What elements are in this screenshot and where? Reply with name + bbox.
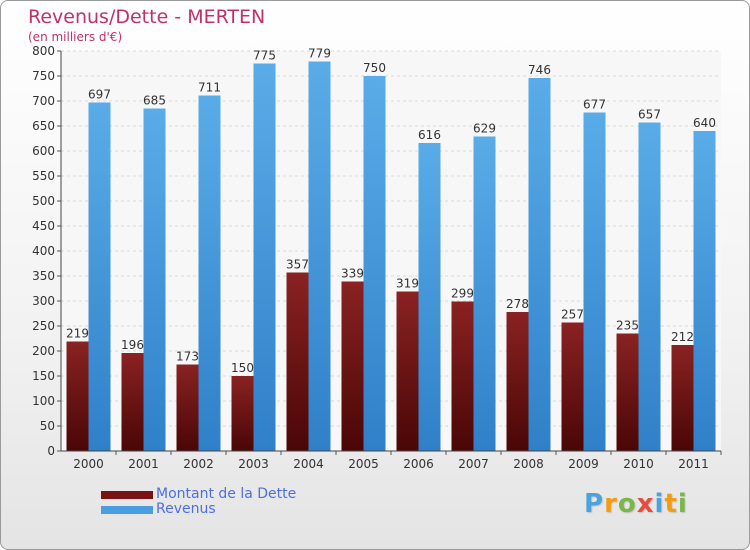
x-tick-label: 2001	[128, 457, 159, 471]
bar-debt	[176, 364, 199, 451]
legend-swatch-revenue	[101, 506, 153, 514]
bar-revenue	[363, 76, 386, 451]
logo-letter: i	[654, 489, 665, 519]
value-label-debt: 173	[176, 350, 199, 364]
y-tick-label: 600	[32, 144, 55, 158]
y-tick-label: 750	[32, 69, 55, 83]
bar-revenue	[583, 112, 606, 451]
value-label-debt: 357	[286, 258, 309, 272]
logo-letter: P	[584, 489, 605, 519]
y-tick-label: 800	[32, 44, 55, 58]
bar-debt	[616, 333, 639, 451]
value-label-debt: 257	[561, 308, 584, 322]
value-label-revenue: 640	[693, 116, 716, 130]
bar-debt	[396, 291, 419, 451]
y-tick-label: 450	[32, 219, 55, 233]
value-label-debt: 212	[671, 330, 694, 344]
y-tick-label: 300	[32, 294, 55, 308]
bar-debt	[286, 272, 309, 451]
value-label-debt: 278	[506, 297, 529, 311]
legend-swatch-debt	[101, 491, 153, 499]
bar-revenue	[308, 61, 331, 451]
value-label-revenue: 697	[88, 88, 111, 102]
value-label-revenue: 711	[198, 81, 221, 95]
value-label-revenue: 750	[363, 61, 386, 75]
x-tick-label: 2000	[73, 457, 104, 471]
chart-subtitle: (en milliers d'€)	[28, 30, 123, 44]
value-label-revenue: 616	[418, 128, 441, 142]
value-label-debt: 319	[396, 277, 419, 291]
y-tick-label: 550	[32, 169, 55, 183]
legend-label-revenue: Revenus	[156, 501, 216, 517]
x-tick-label: 2009	[568, 457, 599, 471]
bar-debt	[231, 376, 254, 451]
bar-revenue	[88, 102, 111, 451]
value-label-revenue: 746	[528, 63, 551, 77]
x-tick-label: 2005	[348, 457, 379, 471]
bar-revenue	[528, 78, 551, 451]
value-label-debt: 196	[121, 338, 144, 352]
bar-debt	[341, 281, 364, 451]
x-tick-label: 2011	[678, 457, 709, 471]
y-tick-label: 250	[32, 319, 55, 333]
y-tick-label: 50	[40, 419, 55, 433]
x-tick-label: 2006	[403, 457, 434, 471]
bar-debt	[506, 312, 529, 451]
x-tick-label: 2008	[513, 457, 544, 471]
value-label-revenue: 685	[143, 94, 166, 108]
bar-revenue	[253, 63, 276, 451]
bar-revenue	[143, 108, 166, 451]
x-tick-label: 2004	[293, 457, 324, 471]
y-tick-label: 200	[32, 344, 55, 358]
y-tick-label: 350	[32, 269, 55, 283]
y-tick-label: 700	[32, 94, 55, 108]
legend-label-debt: Montant de la Dette	[156, 486, 297, 502]
value-label-debt: 299	[451, 287, 474, 301]
y-tick-label: 100	[32, 394, 55, 408]
bar-revenue	[638, 122, 661, 451]
bar-revenue	[418, 143, 441, 451]
y-tick-label: 650	[32, 119, 55, 133]
logo-letter: x	[636, 489, 655, 519]
chart-title: Revenus/Dette - MERTEN	[28, 6, 266, 28]
x-tick-label: 2003	[238, 457, 269, 471]
bar-debt	[66, 341, 89, 451]
bar-revenue	[693, 131, 716, 451]
value-label-revenue: 775	[253, 49, 276, 63]
y-tick-label: 150	[32, 369, 55, 383]
y-tick-label: 0	[47, 444, 55, 458]
value-label-revenue: 779	[308, 47, 331, 61]
value-label-debt: 339	[341, 267, 364, 281]
logo-letter: o	[617, 489, 637, 519]
value-label-debt: 235	[616, 319, 639, 333]
x-tick-label: 2002	[183, 457, 214, 471]
bar-revenue	[198, 95, 221, 451]
value-label-debt: 219	[66, 327, 89, 341]
y-tick-label: 400	[32, 244, 55, 258]
bar-debt	[121, 353, 144, 451]
bar-revenue	[473, 136, 496, 451]
x-tick-label: 2007	[458, 457, 489, 471]
bar-debt	[671, 345, 694, 451]
y-tick-label: 500	[32, 194, 55, 208]
logo-letter: i	[677, 489, 688, 519]
bar-debt	[451, 301, 474, 451]
value-label-revenue: 677	[583, 98, 606, 112]
value-label-debt: 150	[231, 361, 254, 375]
x-tick-label: 2010	[623, 457, 654, 471]
value-label-revenue: 657	[638, 108, 661, 122]
bar-debt	[561, 322, 584, 451]
proxiti-logo: Proxiti	[584, 489, 688, 519]
value-label-revenue: 629	[473, 122, 496, 136]
logo-letter: r	[604, 489, 618, 519]
logo-letter: t	[664, 489, 678, 519]
